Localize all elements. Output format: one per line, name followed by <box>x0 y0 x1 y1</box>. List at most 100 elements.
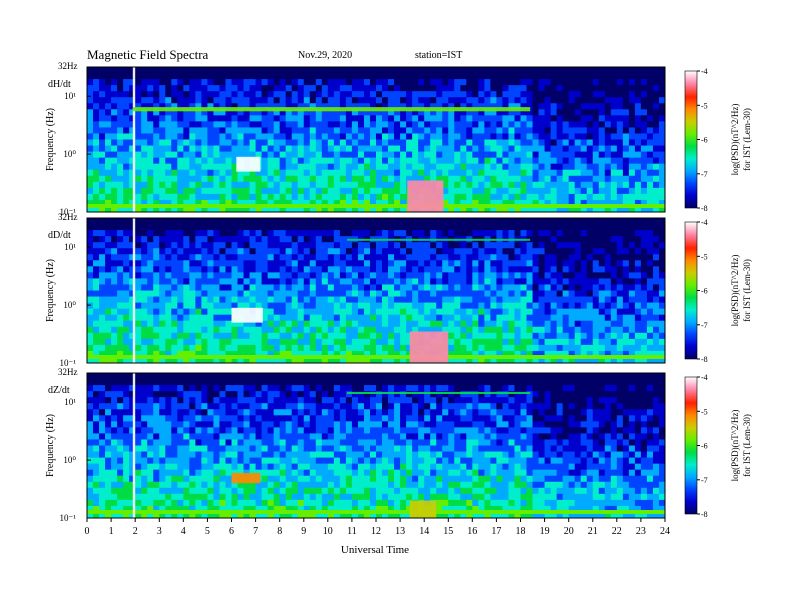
spectral-cell <box>273 157 281 165</box>
spectral-cell <box>195 181 202 189</box>
spectral-cell <box>189 133 196 140</box>
spectral-cell <box>502 91 509 98</box>
spectral-cell <box>550 97 558 104</box>
spectral-cell <box>574 350 582 358</box>
spectral-cell <box>538 175 545 183</box>
spectral-cell <box>448 326 455 334</box>
spectral-cell <box>243 272 250 279</box>
spectral-cell <box>460 175 467 183</box>
spectral-cell <box>466 266 473 273</box>
spectral-cell <box>357 133 365 140</box>
spectral-cell <box>303 91 311 98</box>
spectral-cell <box>351 296 359 303</box>
spectral-cell <box>502 314 509 322</box>
spectral-cell <box>376 97 383 104</box>
spectral-cell <box>249 236 256 243</box>
spectral-cell <box>430 224 437 231</box>
spectral-cell <box>436 260 443 267</box>
spectral-cell <box>496 193 503 201</box>
spectral-cell <box>460 326 467 334</box>
spectral-cell <box>351 103 359 110</box>
spectral-cell <box>231 242 238 249</box>
spectral-cell <box>339 163 347 171</box>
spectral-cell <box>153 121 160 128</box>
spectral-cell <box>135 163 142 171</box>
spectral-cell <box>141 85 148 92</box>
spectral-cell <box>369 181 377 189</box>
spectral-cell <box>568 121 576 128</box>
spectral-cell <box>502 187 509 195</box>
spectral-cell <box>267 97 275 104</box>
spectral-cell <box>201 314 208 322</box>
spectral-cell <box>177 350 184 358</box>
spectral-cell <box>207 169 214 177</box>
spectral-cell <box>580 145 588 152</box>
spectral-cell <box>514 187 521 195</box>
spectral-cell <box>93 469 100 477</box>
spectral-cell <box>460 338 467 346</box>
spectral-cell <box>207 236 214 243</box>
spectral-cell <box>616 145 624 152</box>
spectral-cell <box>484 193 491 201</box>
spectral-cell <box>267 121 275 128</box>
spectral-cell <box>273 320 281 328</box>
spectral-cell <box>388 187 395 195</box>
spectral-cell <box>327 332 335 340</box>
spectral-cell <box>574 121 582 128</box>
spectral-cell <box>448 344 455 352</box>
spectral-cell <box>153 445 160 452</box>
spectral-cell <box>406 308 413 316</box>
spectral-cell <box>351 224 359 231</box>
spectral-cell <box>580 344 588 352</box>
spectral-cell <box>592 151 600 159</box>
spectral-cell <box>303 242 311 249</box>
spectral-cell <box>147 290 154 297</box>
spectral-cell <box>267 344 275 352</box>
spectral-cell <box>231 79 238 86</box>
spectral-cell <box>273 181 281 189</box>
spectral-cell <box>153 308 160 316</box>
spectral-cell <box>568 199 576 207</box>
spectral-cell <box>382 302 389 310</box>
spectral-cell <box>442 103 449 110</box>
spectral-cell <box>454 73 461 80</box>
spectral-cell <box>291 103 299 110</box>
spectral-cell <box>466 302 473 310</box>
spectral-cell <box>231 284 238 291</box>
spectral-cell <box>568 91 576 98</box>
spectral-cell <box>177 242 184 249</box>
spectral-cell <box>369 127 377 134</box>
spectral-cell <box>466 230 473 237</box>
spectral-cell <box>123 379 130 386</box>
spectral-cell <box>363 175 371 183</box>
spectral-cell <box>153 109 160 116</box>
spectral-cell <box>135 445 142 452</box>
spectral-cell <box>376 314 383 322</box>
spectral-cell <box>285 163 293 171</box>
spectral-cell <box>568 248 576 255</box>
spectral-cell <box>490 260 497 267</box>
spectral-cell <box>532 248 539 255</box>
spectral-cell <box>604 320 612 328</box>
spectral-cell <box>315 79 323 86</box>
spectral-cell <box>201 157 208 165</box>
spectral-cell <box>592 326 600 334</box>
spectral-cell <box>514 73 521 80</box>
spectral-cell <box>532 242 539 249</box>
spectral-cell <box>490 205 497 213</box>
spectral-cell <box>472 193 479 201</box>
spectral-cell <box>153 254 160 261</box>
spectral-cell <box>490 272 497 279</box>
colorbar-tick-label: -5 <box>701 101 708 110</box>
spectral-cell <box>87 373 94 380</box>
spectral-cell <box>327 284 335 291</box>
spectral-cell <box>454 266 461 273</box>
spectral-cell <box>580 296 588 303</box>
spectral-cell <box>105 115 112 122</box>
spectral-cell <box>195 109 202 116</box>
spectral-cell <box>646 278 654 285</box>
spectral-cell <box>219 199 226 207</box>
spectral-cell <box>141 236 148 243</box>
spectral-cell <box>213 236 220 243</box>
spectral-cell <box>153 157 160 165</box>
